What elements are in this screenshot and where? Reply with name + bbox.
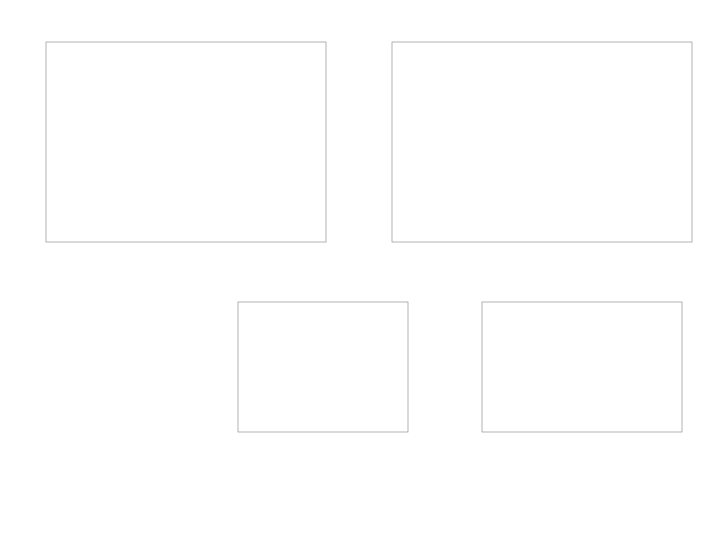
chart-signal — [4, 18, 344, 278]
chart-fft-zoom — [200, 294, 420, 464]
chart-fft — [350, 18, 710, 278]
chart-fft-log — [440, 294, 700, 464]
slide-title — [0, 0, 720, 14]
